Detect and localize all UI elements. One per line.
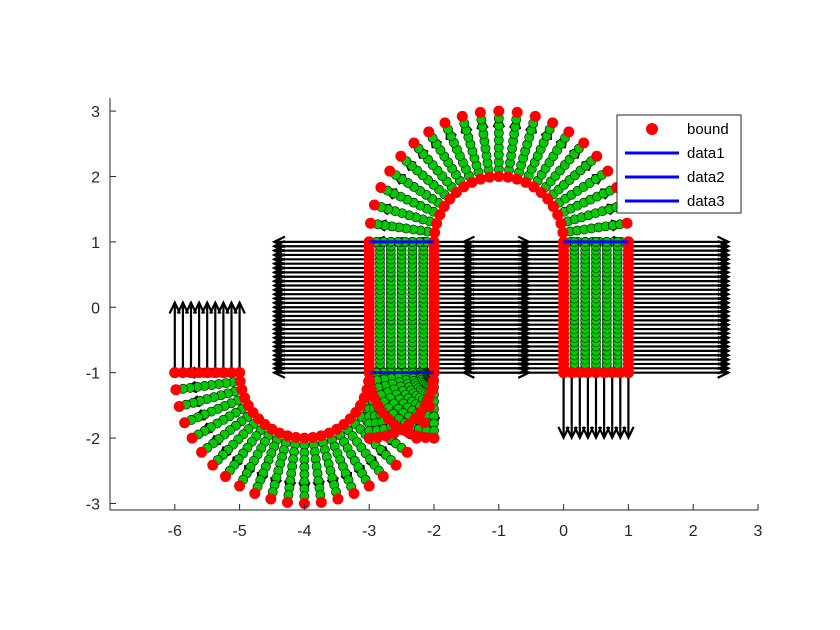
boundary-point xyxy=(602,166,613,177)
x-tick-label: 2 xyxy=(689,523,698,540)
y-tick-label: 1 xyxy=(91,235,100,252)
boundary-point xyxy=(547,117,558,128)
y-tick-label: 2 xyxy=(91,169,100,186)
boundary-point xyxy=(187,433,198,444)
boundary-point xyxy=(364,480,375,491)
boundary-point xyxy=(578,138,589,149)
boundary-point xyxy=(365,218,376,229)
boundary-point xyxy=(249,488,260,499)
boundary-point xyxy=(234,480,245,491)
y-tick-label: -1 xyxy=(86,366,100,383)
boundary-point xyxy=(196,447,207,458)
x-tick-label: -3 xyxy=(362,523,376,540)
legend-label-bound: bound xyxy=(687,121,729,138)
boundary-point xyxy=(265,494,276,505)
boundary-point xyxy=(282,497,293,508)
x-tick-label: -2 xyxy=(427,523,441,540)
boundary-point xyxy=(431,218,442,229)
boundary-point xyxy=(395,151,406,162)
y-tick-label: 0 xyxy=(91,300,100,317)
x-tick-label: -1 xyxy=(492,523,506,540)
boundary-point xyxy=(563,126,574,137)
x-tick-label: 0 xyxy=(559,523,568,540)
boundary-point xyxy=(512,107,523,118)
boundary-point xyxy=(316,497,327,508)
legend-label-data1: data1 xyxy=(687,145,725,162)
boundary-point xyxy=(384,166,395,177)
boundary-point xyxy=(423,126,434,137)
boundary-point xyxy=(234,367,245,378)
boundary-point xyxy=(348,488,359,499)
legend: bound data1 data2 data3 xyxy=(617,115,741,213)
boundary-point xyxy=(402,447,413,458)
y-tick-label: -2 xyxy=(86,431,100,448)
boundary-point xyxy=(591,151,602,162)
x-tick-label: -6 xyxy=(168,523,182,540)
boundary-point xyxy=(493,106,504,117)
boundary-point xyxy=(378,471,389,482)
legend-label-data3: data3 xyxy=(687,193,725,210)
boundary-point xyxy=(457,111,468,122)
boundary-point xyxy=(170,384,181,395)
boundary-point xyxy=(369,200,380,211)
legend-marker-bound xyxy=(646,123,658,135)
boundary-point xyxy=(332,494,343,505)
boundary-point xyxy=(530,111,541,122)
x-tick-label: -5 xyxy=(232,523,246,540)
boundary-point xyxy=(179,417,190,428)
boundary-point xyxy=(408,138,419,149)
boundary-point xyxy=(475,107,486,118)
boundary-point xyxy=(512,174,523,185)
y-tick-label: 3 xyxy=(91,104,100,121)
x-tick-label: -4 xyxy=(297,523,311,540)
boundary-point xyxy=(623,367,634,378)
x-tick-label: 1 xyxy=(624,523,633,540)
boundary-point xyxy=(174,401,185,412)
boundary-point xyxy=(375,182,386,193)
boundary-point xyxy=(220,471,231,482)
legend-label-data2: data2 xyxy=(687,169,725,186)
boundary-point xyxy=(207,460,218,471)
y-tick-label: -3 xyxy=(86,496,100,513)
boundary-point xyxy=(622,218,633,229)
boundary-point xyxy=(391,460,402,471)
boundary-point xyxy=(439,117,450,128)
x-tick-label: 3 xyxy=(754,523,763,540)
boundary-point xyxy=(429,433,440,444)
boundary-point xyxy=(484,172,495,183)
